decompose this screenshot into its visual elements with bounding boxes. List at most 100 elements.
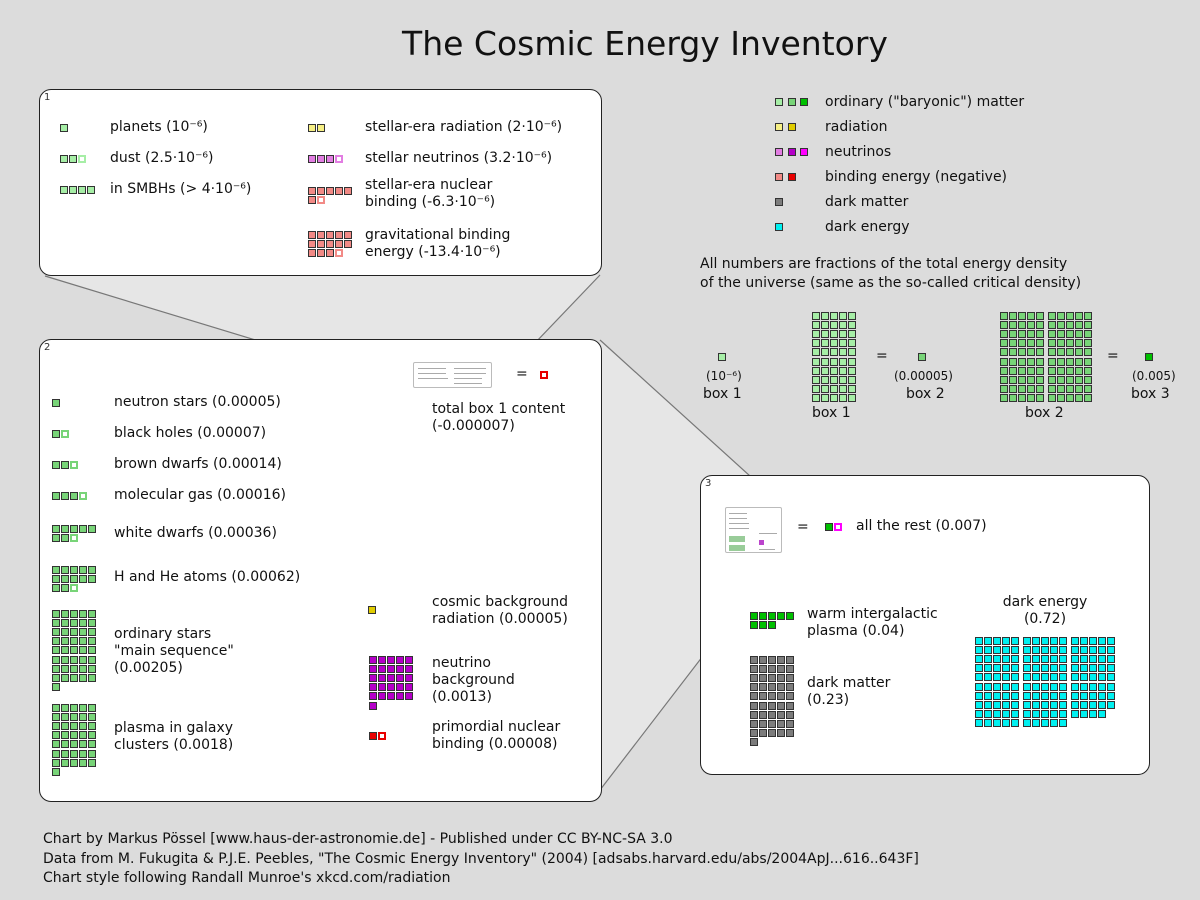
energy-cell [52,628,60,636]
energy-cell [61,704,69,712]
energy-cell [61,759,69,767]
energy-cell [61,430,69,438]
energy-cell [1066,339,1074,347]
energy-cell [1009,339,1017,347]
energy-cell [821,394,829,402]
label-stellar-radiation: stellar-era radiation (2·10⁻⁶) [365,119,563,135]
scale-box-1-label: box 1 [703,386,742,402]
energy-cell [1009,367,1017,375]
energy-cell [1032,719,1040,727]
energy-cell [308,231,316,239]
energy-cell [79,759,87,767]
energy-cell [750,729,758,737]
energy-cell [52,768,60,776]
energy-cell [88,731,96,739]
energy-cell [1080,637,1088,645]
equals-sign: = [516,366,528,382]
energy-cell [984,655,992,663]
energy-cell [812,348,820,356]
legend-swatch [775,98,783,106]
energy-cell [79,628,87,636]
energy-cell [1002,683,1010,691]
energy-cell [750,692,758,700]
scale-box-2-unit: (0.00005) [894,369,953,383]
energy-cell [79,637,87,645]
legend-swatch [787,98,796,106]
energy-cell [993,710,1001,718]
energy-cell [759,711,767,719]
energy-cell [1066,394,1074,402]
energy-cell [1059,701,1067,709]
energy-cell [1107,637,1115,645]
scale-box-2-label: box 2 [906,386,945,402]
energy-cell [344,240,352,248]
energy-cell [984,719,992,727]
legend-swatch [775,123,783,131]
energy-cell [1084,339,1092,347]
energy-cell [70,575,78,583]
energy-cell [405,683,413,691]
energy-cell [1059,692,1067,700]
energy-cell [61,731,69,739]
energy-cell [1107,655,1115,663]
energy-cell [821,376,829,384]
energy-cell [718,353,726,361]
energy-cell [777,674,785,682]
energy-cell [839,330,847,338]
energy-cell [1041,692,1049,700]
energy-cell [1084,312,1092,320]
energy-cell [61,534,69,542]
energy-cell [88,674,96,682]
energy-cell [1000,321,1008,329]
legend-swatch [787,173,796,181]
energy-cell [1041,655,1049,663]
energy-cell [1050,673,1058,681]
energy-cell [1057,330,1065,338]
energy-cell [88,637,96,645]
energy-cell [786,683,794,691]
energy-cell [821,330,829,338]
energy-cell [1000,394,1008,402]
energy-cell [61,461,69,469]
energy-cell [1036,339,1044,347]
energy-cell [1057,312,1065,320]
energy-cell [378,692,386,700]
energy-cell [70,534,78,542]
energy-cell [52,461,60,469]
energy-cell [61,492,69,500]
energy-cell [786,656,794,664]
energy-cell [1089,701,1097,709]
energy-cell [768,656,776,664]
energy-cell [1059,710,1067,718]
energy-cell [821,358,829,366]
energy-cell [1018,330,1026,338]
energy-cell [1027,339,1035,347]
energy-cell [830,367,838,375]
energy-cell [1000,385,1008,393]
energy-cell [88,750,96,758]
energy-cell [387,665,395,673]
energy-cell [1041,710,1049,718]
energy-cell [830,358,838,366]
energy-cell [1107,683,1115,691]
energy-cell [830,394,838,402]
energy-cell [540,371,548,379]
energy-cell [1057,339,1065,347]
energy-cell [88,628,96,636]
energy-cell [812,367,820,375]
energy-cell [1057,321,1065,329]
energy-cell [839,394,847,402]
energy-cell [396,656,404,664]
energy-cell [1009,376,1017,384]
energy-cell [1011,692,1019,700]
energy-cell [1011,637,1019,645]
legend-label: dark matter [825,194,909,210]
energy-cell [848,312,856,320]
energy-cell [61,674,69,682]
energy-cell [79,704,87,712]
energy-cell [70,525,78,533]
energy-cell [821,385,829,393]
energy-cell [52,731,60,739]
energy-cell [308,187,316,195]
energy-cell [1089,710,1097,718]
